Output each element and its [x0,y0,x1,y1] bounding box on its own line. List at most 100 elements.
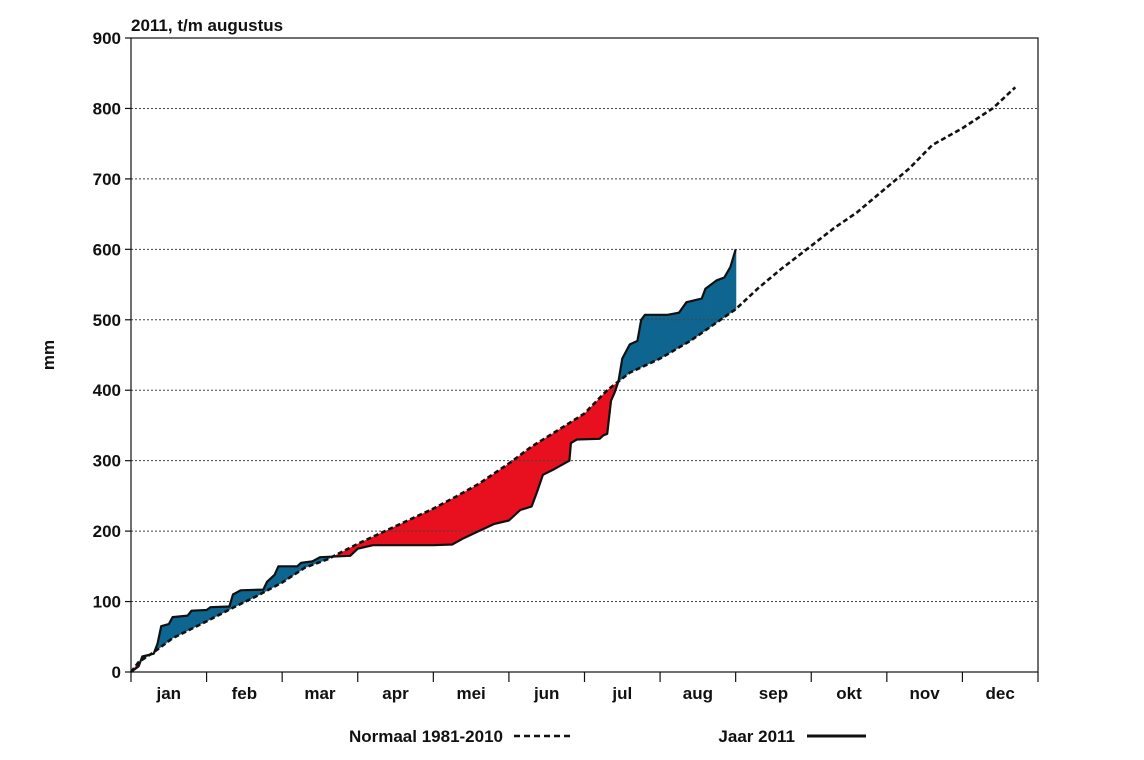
above-normal-fill [676,313,678,349]
above-normal-fill [181,616,183,634]
above-normal-fill [157,641,159,650]
below-normal-fill [392,527,395,546]
above-normal-fill [210,607,212,620]
below-normal-fill [548,435,551,472]
below-normal-fill [449,499,451,545]
above-normal-fill [628,345,631,373]
below-normal-fill [469,488,471,536]
below-normal-fill [528,448,531,508]
below-normal-fill [395,525,398,546]
below-normal-fill [425,511,428,546]
below-normal-fill [527,449,530,508]
below-normal-fill [549,435,552,472]
below-normal-fill [350,547,352,556]
above-normal-fill [225,606,228,612]
below-normal-fill [569,422,571,456]
below-normal-fill [410,518,413,546]
above-normal-fill [714,281,717,324]
above-normal-fill [275,571,278,586]
above-normal-fill [287,566,290,579]
above-normal-fill [296,566,298,573]
below-normal-fill [598,398,601,439]
y-tick-label: 400 [93,381,121,400]
below-normal-fill [474,485,477,533]
below-normal-fill [370,537,373,546]
y-axis-title: mm [39,340,58,370]
below-normal-fill [464,491,467,538]
above-normal-fill [703,292,706,332]
below-normal-fill [404,521,406,546]
above-normal-fill [653,314,656,362]
below-normal-fill [485,479,487,528]
below-normal-fill [613,384,616,394]
above-normal-fill [643,316,645,367]
above-normal-fill [291,566,294,577]
below-normal-fill [461,493,464,539]
below-normal-fill [450,499,452,545]
below-normal-fill [437,506,439,546]
above-normal-fill [200,610,203,624]
above-normal-fill [206,609,209,622]
below-normal-fill [462,492,465,539]
above-normal-fill [683,305,686,345]
above-normal-fill [718,279,721,321]
y-tick-label: 800 [93,99,121,118]
below-normal-fill [494,472,497,524]
below-normal-fill [511,461,514,518]
above-normal-fill [657,314,659,360]
below-normal-fill [571,421,573,443]
above-normal-fill [160,628,162,647]
above-normal-fill [216,606,218,617]
below-normal-fill [579,416,582,440]
above-normal-fill [695,299,698,337]
below-normal-fill [577,417,580,440]
below-normal-fill [465,491,468,538]
below-normal-fill [507,463,510,521]
below-normal-fill [359,542,362,549]
below-normal-fill [376,534,379,546]
above-normal-fill [270,577,273,589]
below-normal-fill [597,399,600,439]
above-normal-fill [316,559,318,564]
below-normal-fill [575,419,577,441]
below-normal-fill [574,419,576,441]
below-normal-fill [498,470,501,523]
below-normal-fill [607,389,609,430]
below-normal-fill [381,532,383,546]
below-normal-fill [516,457,519,514]
above-normal-fill [188,613,191,630]
above-normal-fill [716,280,719,323]
below-normal-fill [612,385,615,396]
below-normal-fill [400,523,402,546]
below-normal-fill [411,518,414,546]
above-normal-fill [319,557,321,563]
below-normal-fill [570,422,572,445]
below-normal-fill [388,529,391,546]
above-normal-fill [198,610,200,626]
above-normal-fill [261,589,263,594]
above-normal-fill [235,592,238,607]
below-normal-fill [541,440,543,479]
above-normal-fill [277,567,279,585]
normal-1981-2010-line [129,86,1017,673]
below-normal-fill [428,510,431,546]
above-normal-fill [241,590,244,604]
above-normal-fill [688,301,690,342]
above-normal-fill [162,625,164,646]
below-normal-fill [440,504,443,545]
below-normal-fill [488,477,490,527]
below-normal-fill [403,522,405,546]
below-normal-fill [345,549,348,556]
above-normal-fill [673,313,675,351]
above-normal-fill [221,606,224,614]
above-normal-fill [263,588,265,593]
above-normal-fill [313,560,315,565]
above-normal-fill [273,575,276,587]
below-normal-fill [417,515,419,546]
legend-year-label: Jaar 2011 [718,727,795,746]
below-normal-fill [561,427,564,465]
below-normal-fill [391,527,394,546]
below-normal-fill [486,478,488,528]
above-normal-fill [281,566,283,583]
above-normal-fill [217,606,220,616]
